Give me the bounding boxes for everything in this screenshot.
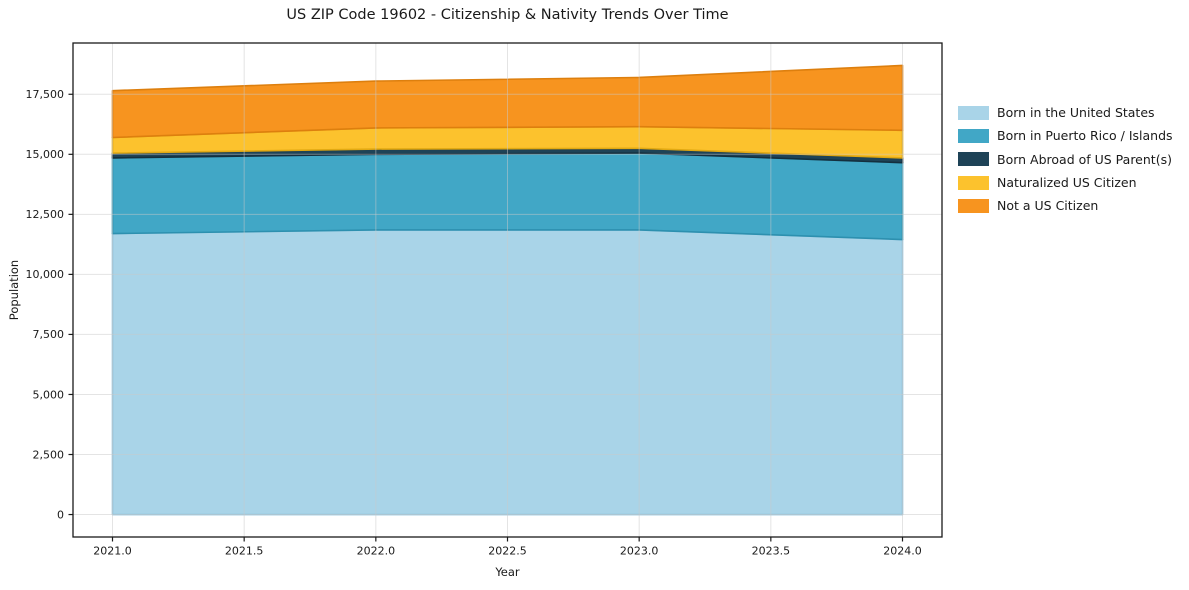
legend-item: Not a US Citizen [958,194,1173,217]
y-axis-label: Population [7,259,21,321]
y-tick-label: 5,000 [33,388,65,401]
x-tick-label: 2021.0 [93,545,132,558]
legend-swatch-not-a-us-citizen [958,198,989,213]
legend-swatch-born-in-puerto-rico-islands [958,128,989,143]
y-tick-label: 7,500 [33,328,65,341]
x-tick-label: 2022.0 [357,545,396,558]
x-tick-label: 2024.0 [883,545,922,558]
x-tick-label: 2023.5 [752,545,791,558]
legend-label: Born in the United States [997,105,1155,121]
legend-label: Naturalized US Citizen [997,175,1137,191]
y-tick-label: 17,500 [26,88,65,101]
y-tick-label: 0 [57,508,64,521]
y-tick-label: 2,500 [33,448,65,461]
y-tick-label: 15,000 [26,148,65,161]
legend-item: Naturalized US Citizen [958,171,1173,194]
chart-title: US ZIP Code 19602 - Citizenship & Nativi… [286,7,729,23]
x-tick-label: 2023.0 [620,545,659,558]
legend-label: Born in Puerto Rico / Islands [997,128,1173,144]
legend: Born in the United States Born in Puerto… [958,101,1173,217]
legend-swatch-born-in-the-united-states [958,105,989,120]
legend-item: Born in the United States [958,101,1173,124]
y-tick-label: 12,500 [26,208,65,221]
legend-swatch-born-abroad-of-us-parents [958,152,989,167]
x-tick-label: 2021.5 [225,545,264,558]
legend-item: Born Abroad of US Parent(s) [958,148,1173,171]
legend-label: Born Abroad of US Parent(s) [997,151,1172,167]
legend-label: Not a US Citizen [997,198,1099,214]
legend-item: Born in Puerto Rico / Islands [958,124,1173,147]
x-axis-label: Year [495,565,520,579]
y-tick-label: 10,000 [26,268,65,281]
x-tick-label: 2022.5 [488,545,527,558]
legend-swatch-naturalized-us-citizen [958,175,989,190]
